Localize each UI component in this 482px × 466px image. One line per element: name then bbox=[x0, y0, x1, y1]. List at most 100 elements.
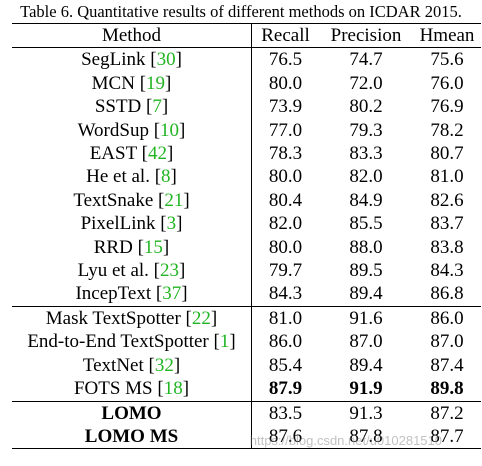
precision-cell: 91.9 bbox=[349, 378, 383, 400]
hmean-cell: 76.0 bbox=[430, 72, 464, 94]
precision-cell: 91.6 bbox=[349, 307, 383, 329]
precision-cell: 84.9 bbox=[349, 189, 383, 211]
method-cell: TextNet [32] bbox=[12, 353, 252, 378]
recall-cell: 85.4 bbox=[268, 354, 303, 376]
citation-link[interactable]: 10 bbox=[160, 119, 180, 141]
method-name: Mask TextSpotter bbox=[45, 307, 181, 329]
recall-cell: 73.9 bbox=[268, 96, 303, 118]
precision-cell: 89.4 bbox=[349, 354, 383, 376]
recall-cell: 80.0 bbox=[268, 236, 303, 258]
citation-link[interactable]: 32 bbox=[154, 354, 174, 376]
method-cell: Mask TextSpotter [22] bbox=[12, 306, 252, 331]
citation-link[interactable]: 22 bbox=[191, 307, 211, 329]
method-name: MCN bbox=[91, 72, 135, 94]
table-row: EAST [42] 78.3 83.3 80.7 bbox=[12, 142, 481, 166]
method-cell: PixelLink [3] bbox=[12, 212, 252, 236]
hmean-cell: 87.4 bbox=[430, 354, 464, 376]
table-row: TextNet [32] 85.4 89.4 87.4 bbox=[12, 353, 481, 378]
citation-link[interactable]: 23 bbox=[159, 260, 179, 282]
citation-link[interactable]: 30 bbox=[156, 49, 176, 71]
citation-link[interactable]: 8 bbox=[161, 166, 171, 188]
header-precision: Precision bbox=[330, 25, 402, 46]
method-name: SSTD bbox=[94, 96, 142, 118]
table-caption: Table 6. Quantitative results of differe… bbox=[20, 2, 462, 21]
method-cell: LOMO MS bbox=[12, 424, 252, 449]
hmean-cell: 87.0 bbox=[430, 331, 464, 353]
precision-cell: 88.0 bbox=[349, 236, 383, 258]
hmean-cell: 76.9 bbox=[430, 96, 464, 118]
method-name: End-to-End TextSpotter bbox=[27, 331, 209, 353]
method-name: IncepText bbox=[75, 283, 152, 305]
recall-cell: 82.0 bbox=[268, 213, 303, 235]
recall-cell: 76.5 bbox=[268, 49, 303, 71]
precision-cell: 85.5 bbox=[349, 213, 383, 235]
hmean-cell: 86.0 bbox=[430, 307, 464, 329]
citation-link[interactable]: 21 bbox=[164, 189, 184, 211]
table-row: PixelLink [3] 82.0 85.5 83.7 bbox=[12, 212, 481, 236]
precision-cell: 89.5 bbox=[349, 260, 383, 282]
recall-cell: 80.4 bbox=[268, 189, 303, 211]
citation-link[interactable]: 3 bbox=[166, 213, 177, 235]
hmean-cell: 87.2 bbox=[430, 402, 464, 424]
citation-link[interactable]: 7 bbox=[152, 96, 162, 118]
citation-link[interactable]: 18 bbox=[163, 378, 183, 400]
method-cell: End-to-End TextSpotter [1] bbox=[12, 330, 252, 354]
citation-link[interactable]: 37 bbox=[162, 283, 182, 305]
method-cell: WordSup [10] bbox=[12, 118, 252, 143]
citation-link[interactable]: 19 bbox=[146, 72, 166, 94]
method-name: TextSnake bbox=[73, 189, 154, 211]
citation-link[interactable]: 15 bbox=[143, 236, 163, 258]
method-name: EAST bbox=[89, 143, 137, 165]
hmean-cell: 86.8 bbox=[430, 283, 464, 305]
method-name: WordSup bbox=[77, 119, 149, 141]
precision-cell: 80.2 bbox=[349, 96, 383, 118]
recall-cell: 80.0 bbox=[268, 166, 303, 188]
recall-cell: 81.0 bbox=[268, 307, 303, 329]
header-recall: Recall bbox=[261, 25, 310, 46]
header-hmean: Hmean bbox=[419, 25, 475, 46]
method-name: He et al. bbox=[86, 166, 150, 188]
precision-cell: 82.0 bbox=[349, 166, 383, 188]
method-cell: IncepText [37] bbox=[12, 282, 252, 307]
recall-cell: 79.7 bbox=[268, 260, 303, 282]
hmean-cell: 75.6 bbox=[430, 49, 464, 71]
recall-cell: 84.3 bbox=[268, 283, 303, 305]
table-row: MCN [19] 80.0 72.0 76.0 bbox=[12, 71, 481, 96]
precision-cell: 87.0 bbox=[349, 331, 383, 353]
method-name: PixelLink bbox=[80, 213, 156, 235]
hmean-cell: 87.7 bbox=[430, 425, 464, 447]
table-row: LOMO 83.5 91.3 87.2 bbox=[12, 401, 481, 425]
method-cell: MCN [19] bbox=[12, 71, 252, 96]
header-method: Method bbox=[12, 23, 252, 48]
header-row: Method Recall Precision Hmean bbox=[12, 23, 481, 48]
table-row: Lyu et al. [23] 79.7 89.5 84.3 bbox=[12, 259, 481, 283]
precision-cell: 74.7 bbox=[349, 49, 383, 71]
method-cell: TextSnake [21] bbox=[12, 188, 252, 213]
citation-link[interactable]: 42 bbox=[147, 143, 167, 165]
recall-cell: 87.6 bbox=[268, 425, 303, 447]
method-name: RRD bbox=[93, 236, 133, 258]
method-cell: He et al. [8] bbox=[12, 165, 252, 189]
method-cell: Lyu et al. [23] bbox=[12, 259, 252, 283]
precision-cell: 87.8 bbox=[349, 425, 383, 447]
precision-cell: 79.3 bbox=[349, 119, 383, 141]
recall-cell: 80.0 bbox=[268, 72, 303, 94]
precision-cell: 83.3 bbox=[349, 143, 383, 165]
table-row: SSTD [7] 73.9 80.2 76.9 bbox=[12, 95, 481, 119]
hmean-cell: 83.8 bbox=[430, 236, 464, 258]
results-table: Method Recall Precision Hmean SegLink [3… bbox=[12, 23, 481, 449]
recall-cell: 87.9 bbox=[268, 378, 303, 400]
method-cell: SSTD [7] bbox=[12, 95, 252, 119]
method-cell: SegLink [30] bbox=[12, 47, 252, 72]
table-row: IncepText [37] 84.3 89.4 86.8 bbox=[12, 282, 481, 307]
watermark: https://blog.csdn.net/u010281510 bbox=[249, 433, 442, 448]
hmean-cell: 80.7 bbox=[430, 143, 464, 165]
method-cell: EAST [42] bbox=[12, 142, 252, 166]
table-row: End-to-End TextSpotter [1] 86.0 87.0 87.… bbox=[12, 330, 481, 354]
table-row: He et al. [8] 80.0 82.0 81.0 bbox=[12, 165, 481, 189]
method-cell: FOTS MS [18] bbox=[12, 377, 252, 401]
precision-cell: 91.3 bbox=[349, 402, 383, 424]
citation-link[interactable]: 1 bbox=[219, 331, 230, 353]
method-name: TextNet bbox=[82, 354, 144, 376]
recall-cell: 77.0 bbox=[268, 119, 303, 141]
